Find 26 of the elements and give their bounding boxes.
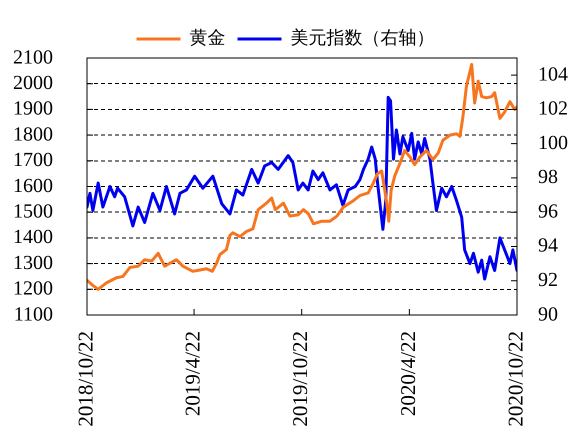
y-tick-label: 2100 (13, 46, 53, 68)
x-tick-label: 2020/4/22 (396, 331, 420, 416)
y-tick-label: 2000 (13, 72, 53, 94)
x-tick-label: 2019/10/22 (288, 331, 312, 427)
y2-tick-label: 94 (538, 234, 558, 257)
y2-tick-label: 96 (538, 200, 558, 222)
y-tick-label: 1400 (13, 226, 53, 248)
y-tick-label: 1500 (13, 200, 53, 222)
y2-tick-label: 104 (538, 63, 568, 86)
x-tick-label: 2020/10/22 (504, 331, 528, 427)
y2-tick-label: 92 (538, 268, 558, 291)
y-tick-label: 1800 (13, 123, 53, 146)
y2-tick-label: 100 (538, 132, 568, 154)
y-tick-label: 1300 (13, 252, 53, 274)
y2-tick-label: 90 (538, 303, 558, 326)
legend-label: 黄金 (190, 28, 226, 49)
y-tick-label: 1100 (14, 303, 53, 326)
y-tick-label: 1900 (13, 98, 53, 120)
x-tick-label: 2018/10/22 (74, 331, 98, 427)
y-tick-label: 1700 (13, 149, 53, 172)
y2-tick-label: 102 (538, 98, 568, 120)
legend-label: 美元指数（右轴） (290, 28, 434, 49)
y-tick-label: 1200 (13, 278, 53, 300)
x-tick-label: 2019/4/22 (180, 331, 205, 416)
y2-tick-label: 98 (538, 166, 558, 188)
y-tick-label: 1600 (13, 174, 53, 197)
